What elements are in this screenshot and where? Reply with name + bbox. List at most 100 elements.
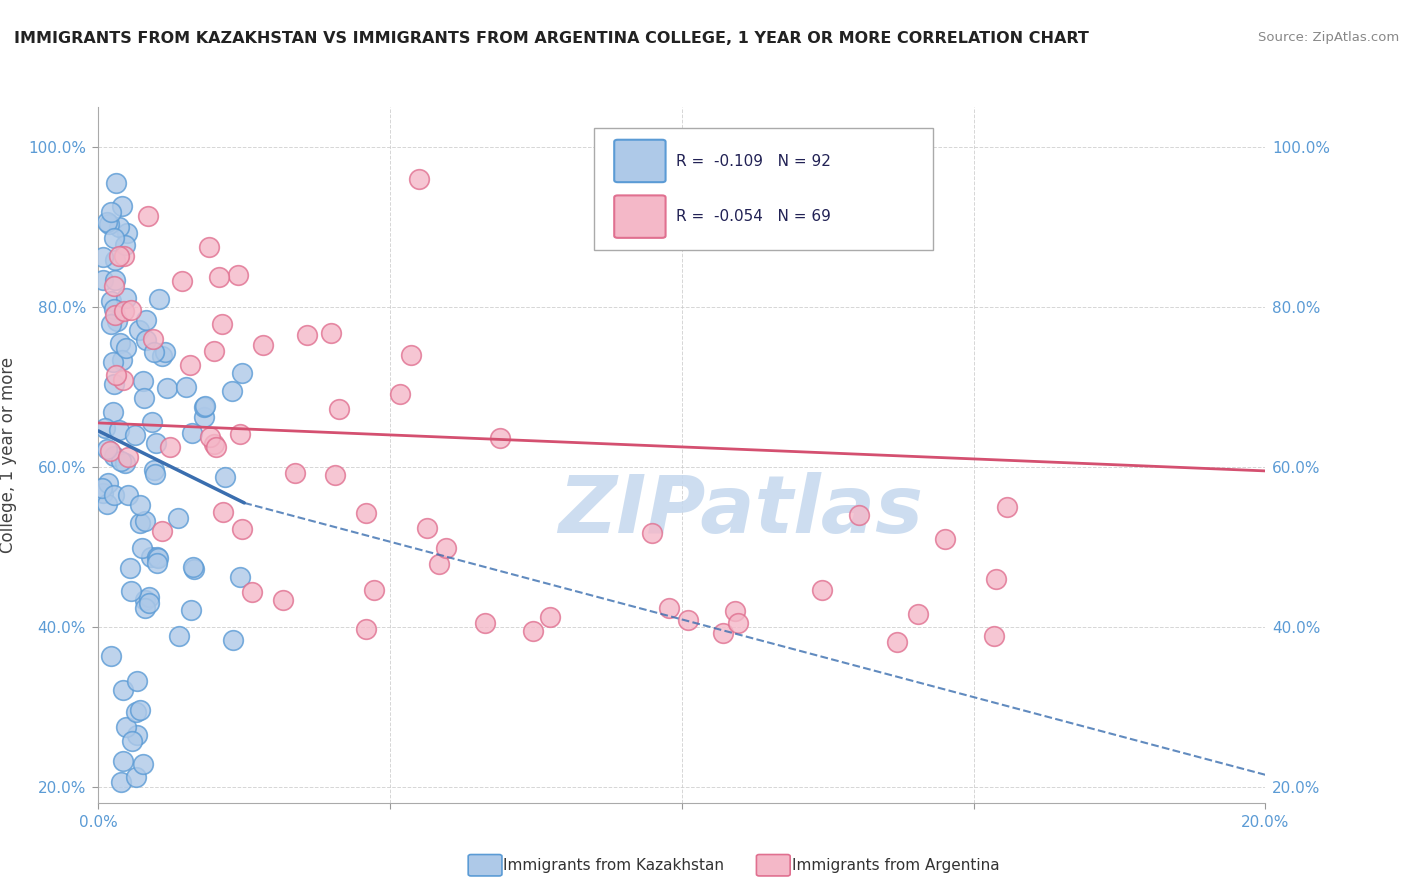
Point [194,399,217,413]
Point [111,199,134,213]
Point [103,450,125,464]
Point [229,570,252,584]
Point [323,468,346,483]
Point [125,705,148,719]
Point [103,377,125,392]
Point [986,572,1008,586]
Text: Immigrants from Kazakhstan: Immigrants from Kazakhstan [503,858,724,872]
Point [117,450,139,464]
Point [167,629,190,643]
Point [103,488,125,502]
Point [138,597,160,611]
Point [252,338,274,352]
Point [117,488,139,502]
Point [886,635,908,649]
Point [934,532,956,546]
Point [112,249,135,263]
Point [100,317,122,331]
FancyBboxPatch shape [595,128,932,250]
Point [180,426,202,441]
Point [124,428,146,442]
Point [96,215,118,229]
Point [100,293,122,308]
Point [111,373,134,387]
Point [145,556,167,570]
Point [538,610,561,624]
Point [125,673,148,688]
Point [132,374,155,388]
Point [202,344,225,359]
Point [120,302,142,317]
Point [228,427,250,442]
Point [131,756,153,771]
Point [103,279,125,293]
Point [193,409,215,424]
Point [153,345,176,359]
Point [354,622,377,636]
Point [91,481,114,495]
Text: Immigrants from Argentina: Immigrants from Argentina [792,858,1000,872]
Point [907,607,929,621]
Point [139,549,162,564]
Point [104,308,127,322]
Point [198,430,221,444]
Point [112,304,135,318]
Point [121,734,143,748]
Point [354,506,377,520]
Point [118,561,141,575]
Point [658,601,681,615]
Point [319,326,342,340]
Point [111,683,134,698]
Point [995,500,1018,514]
Text: R =  -0.054   N = 69: R = -0.054 N = 69 [676,210,831,225]
Point [193,401,215,415]
Point [108,220,131,235]
Point [93,486,115,500]
Point [284,467,307,481]
Point [110,336,132,351]
Point [101,405,124,419]
Point [723,604,745,618]
Point [98,443,121,458]
Point [135,313,157,327]
Point [110,775,132,789]
Point [134,601,156,615]
Point [727,616,749,631]
Point [148,292,170,306]
Point [114,238,136,252]
Point [388,387,411,401]
Point [145,436,167,450]
Point [170,273,193,287]
Point [105,368,128,383]
Point [208,269,231,284]
Point [104,176,127,190]
Point [136,209,159,223]
Point [150,349,173,363]
Point [100,205,122,219]
Point [198,240,221,254]
Point [103,302,125,317]
Text: ZIPatlas: ZIPatlas [558,472,922,549]
Point [125,728,148,742]
Point [641,526,664,541]
Point [363,583,385,598]
Y-axis label: College, 1 year or more: College, 1 year or more [0,357,17,553]
Point [110,454,132,468]
Point [125,770,148,784]
Point [848,508,870,523]
Point [143,462,166,476]
Point [810,582,832,597]
Point [141,332,163,346]
Point [141,415,163,429]
Point [120,583,142,598]
Point [134,592,156,607]
Point [156,381,179,395]
Point [114,341,136,355]
Point [202,437,225,451]
Point [100,648,122,663]
Point [226,268,249,282]
Point [180,603,202,617]
Point [146,551,169,566]
Point [174,380,197,394]
Point [211,505,233,519]
